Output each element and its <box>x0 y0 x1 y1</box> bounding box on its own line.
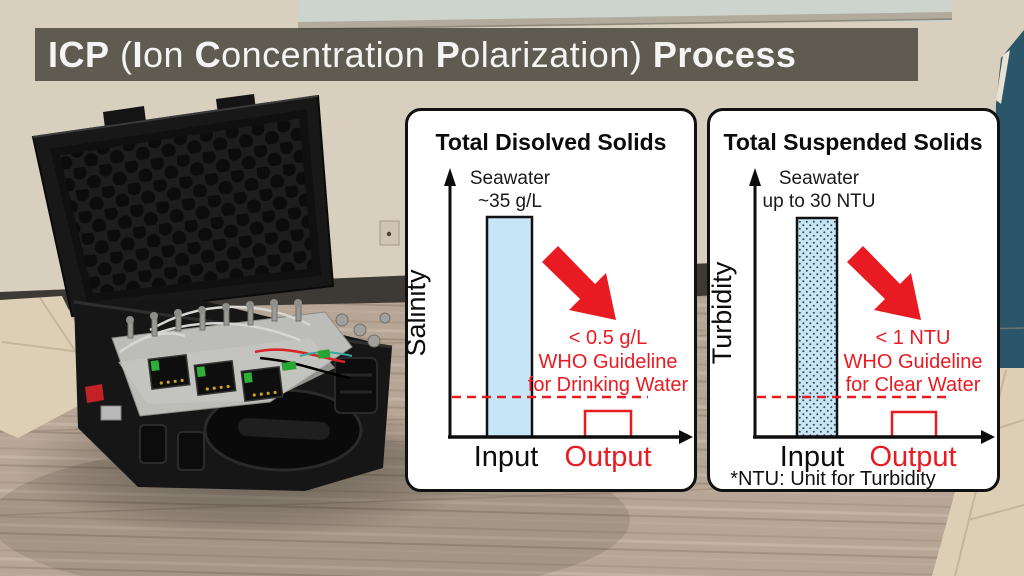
y-axis <box>444 168 456 437</box>
equipment-modules <box>147 353 284 403</box>
pelican-case-lid <box>31 94 335 318</box>
annotation-seawater-line1: Seawater <box>470 168 551 189</box>
case-handle-bar <box>238 418 330 440</box>
annotation-seawater-line2: ~35 g/L <box>478 191 542 212</box>
y-axis-arrow-icon <box>444 168 456 186</box>
input-bar <box>485 215 534 439</box>
x-axis-arrow-icon <box>981 430 995 444</box>
annotation-seawater-line1: Seawater <box>779 168 860 189</box>
annotation-seawater-line2: up to 30 NTU <box>763 191 876 212</box>
metal-fitting <box>100 405 122 421</box>
output-bar <box>583 409 633 439</box>
y-axis-arrow-icon <box>749 168 761 186</box>
panel-title: Total Disolved Solids <box>436 129 667 155</box>
output-label: Output <box>564 441 651 473</box>
black-wire <box>259 356 351 380</box>
annotation-guideline-line1: < 0.5 g/L <box>569 327 647 349</box>
annotation-guideline-line1: < 1 NTU <box>875 327 950 349</box>
red-latch <box>85 384 104 403</box>
whiteboard <box>297 0 953 30</box>
reduction-arrow-icon <box>542 246 616 320</box>
case-latch <box>139 424 167 464</box>
lid-foam <box>50 109 322 303</box>
input-bar <box>795 216 839 439</box>
slide-title: ICP (Ion Concentration Polarization) Pro… <box>48 34 797 75</box>
x-axis-arrow-icon <box>679 430 693 444</box>
output-label: Output <box>869 441 956 473</box>
input-label: Input <box>780 441 845 473</box>
footnote: *NTU: Unit for Turbidity <box>730 468 936 490</box>
annotation-guideline-line2: WHO Guideline <box>844 351 983 373</box>
panel-tss: Total Suspended Solids Turbidity Seawate… <box>707 108 1000 492</box>
x-axis <box>753 430 995 444</box>
fittings <box>126 299 391 348</box>
annotation-guideline-line2: WHO Guideline <box>539 351 678 373</box>
panel-tds: Total Disolved Solids Salinity Seawater … <box>405 108 697 492</box>
annotation-guideline-line3: for Clear Water <box>846 374 981 396</box>
reduction-arrow-icon <box>847 246 921 320</box>
panel-title: Total Suspended Solids <box>724 129 983 155</box>
case-latch <box>177 431 205 471</box>
green-connector <box>317 349 331 359</box>
equipment-module <box>147 353 191 391</box>
slide-title-banner: ICP (Ion Concentration Polarization) Pro… <box>35 28 918 81</box>
annotation-guideline-line3: for Drinking Water <box>528 374 689 396</box>
x-axis <box>448 430 693 444</box>
case-latch <box>334 357 378 414</box>
equipment-tray <box>111 299 391 417</box>
output-bar <box>890 410 938 439</box>
wall-outlet <box>379 220 400 246</box>
green-connector <box>281 361 297 371</box>
y-axis-label: Salinity <box>405 269 431 357</box>
input-label: Input <box>474 441 539 473</box>
equipment-module <box>193 359 237 397</box>
y-axis-label: Turbidity <box>707 261 737 364</box>
y-axis <box>749 168 761 437</box>
whiteboard-tray <box>298 12 952 30</box>
red-wire <box>254 348 346 364</box>
equipment-module <box>240 365 284 403</box>
